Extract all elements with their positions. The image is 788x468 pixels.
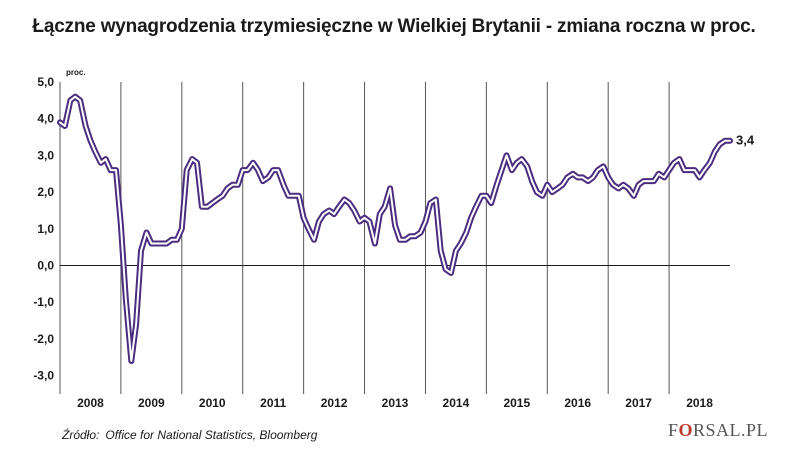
source-note: Źródło: Office for National Statistics, B… bbox=[62, 428, 317, 442]
y-tick-labels: 5,0 4,0 3,0 2,0 1,0 0,0 -1,0 -2,0 -3,0 bbox=[33, 75, 54, 383]
logo-accent: O bbox=[678, 420, 693, 440]
forsal-logo: FORSAL.PL bbox=[668, 420, 768, 441]
series-layer bbox=[57, 93, 733, 364]
logo-part-1: F bbox=[667, 420, 679, 440]
chart-title: Łączne wynagrodzenia trzymiesięczne w Wi… bbox=[32, 16, 756, 37]
y-tick-label: 0,0 bbox=[37, 259, 54, 273]
logo-part-2: RSAL.PL bbox=[692, 420, 768, 440]
source-label: Źródło: bbox=[62, 428, 100, 442]
series-line-outer bbox=[57, 93, 733, 364]
x-year-label: 2011 bbox=[260, 396, 286, 410]
x-year-label: 2015 bbox=[503, 396, 530, 410]
y-tick-label: -3,0 bbox=[33, 369, 54, 383]
source-text: Office for National Statistics, Bloomber… bbox=[105, 428, 318, 442]
y-tick-label: 4,0 bbox=[37, 112, 54, 126]
x-year-label: 2013 bbox=[382, 396, 409, 410]
x-year-label: 2018 bbox=[686, 396, 713, 410]
y-tick-label: 5,0 bbox=[37, 75, 54, 89]
x-year-label: 2017 bbox=[625, 396, 652, 410]
x-year-label: 2009 bbox=[138, 396, 165, 410]
y-axis-unit-label: proc. bbox=[66, 68, 86, 77]
x-year-label: 2010 bbox=[199, 396, 226, 410]
x-year-labels: 2008 2009 2010 2011 2012 2013 2014 2015 2016 2017… bbox=[77, 396, 713, 410]
y-tick-label: -2,0 bbox=[33, 332, 54, 346]
last-value-label: 3,4 bbox=[736, 133, 755, 148]
y-tick-label: -1,0 bbox=[33, 295, 54, 309]
x-year-label: 2016 bbox=[564, 396, 591, 410]
grid-layer bbox=[59, 82, 730, 394]
x-year-label: 2014 bbox=[443, 396, 470, 410]
series-line-inner bbox=[59, 95, 731, 362]
y-tick-label: 2,0 bbox=[37, 185, 54, 199]
x-year-label: 2012 bbox=[321, 396, 348, 410]
y-tick-label: 3,0 bbox=[37, 148, 54, 162]
x-year-label: 2008 bbox=[77, 396, 104, 410]
y-tick-label: 1,0 bbox=[37, 222, 54, 236]
